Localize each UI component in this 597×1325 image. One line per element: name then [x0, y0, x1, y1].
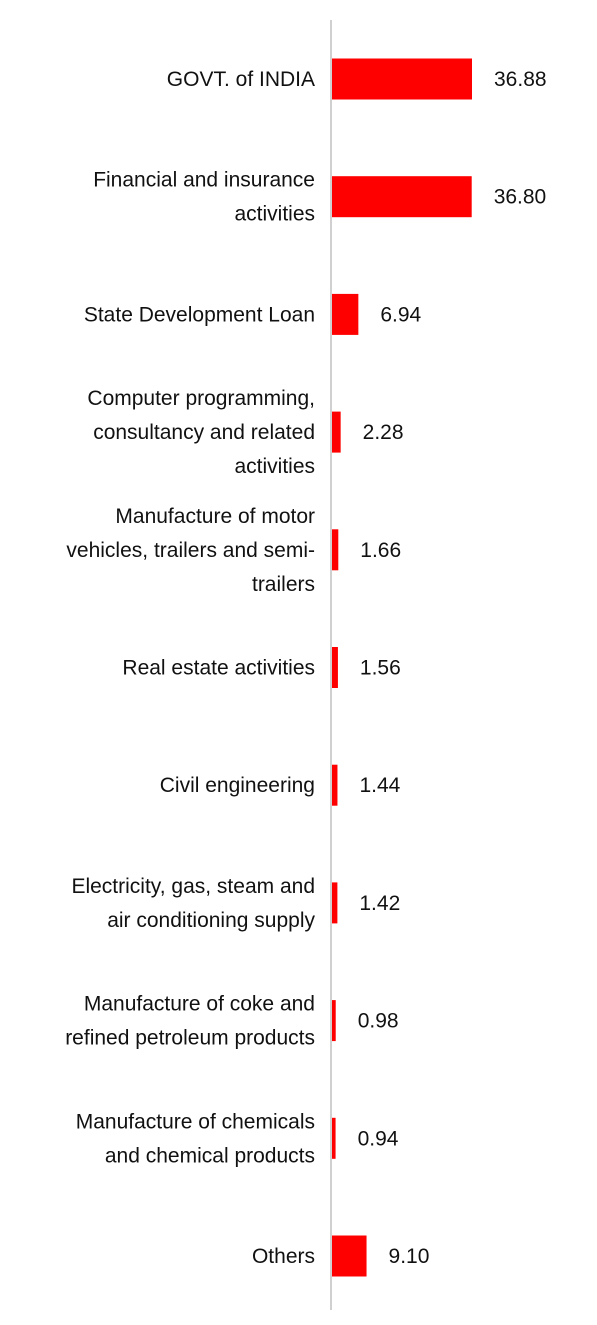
category-tick-label-line: GOVT. of INDIA	[167, 68, 315, 91]
category-tick-label: State Development Loan	[84, 303, 315, 326]
category-tick-label: Manufacture of motor vehicles, trailers a…	[66, 505, 315, 596]
data-label: 36.80	[494, 186, 547, 209]
category-tick-label-line: State Development Loan	[84, 303, 315, 326]
bar	[332, 882, 338, 924]
category-tick-label-line: Manufacture of chemicals	[76, 1110, 315, 1133]
category-tick-label-line: activities	[234, 455, 315, 478]
category-tick-label: Real estate activities	[122, 657, 315, 680]
bar	[332, 1117, 336, 1159]
data-label: 1.56	[360, 657, 401, 680]
category-tick-label-line: Electricity, gas, steam and	[71, 875, 315, 898]
bar	[332, 764, 338, 806]
category-labels-group: GOVT. of INDIA Financial and insurance act…	[65, 68, 315, 1268]
category-tick-label-line: vehicles, trailers and semi-	[66, 539, 315, 562]
category-tick-label: GOVT. of INDIA	[167, 68, 315, 91]
category-tick-label-line: activities	[234, 203, 315, 226]
bar	[332, 176, 472, 218]
data-label: 0.94	[358, 1127, 399, 1150]
data-label: 1.66	[360, 539, 401, 562]
category-tick-label: Computer programming, consultancy and rel…	[87, 387, 315, 478]
category-tick-label-line: Civil engineering	[160, 774, 315, 797]
category-tick-label: Manufacture of chemicals and chemical pro…	[76, 1110, 315, 1167]
data-label: 0.98	[358, 1010, 399, 1033]
category-tick-label-line: Manufacture of motor	[115, 505, 315, 528]
category-tick-label: Manufacture of coke and refined petroleum…	[65, 993, 315, 1050]
category-tick-label: Others	[252, 1245, 315, 1268]
category-tick-label-line: trailers	[252, 573, 315, 596]
data-label: 36.88	[494, 68, 547, 91]
category-tick-label-line: Manufacture of coke and	[84, 993, 315, 1016]
bar	[332, 58, 472, 100]
category-tick-label-line: Computer programming,	[87, 387, 315, 410]
bar	[332, 529, 339, 571]
data-label: 1.42	[359, 892, 400, 915]
value-labels-group: 36.88 36.80 6.94 2.28 1.66 1.56 1.44 1.42 0.98 0.…	[358, 68, 547, 1268]
category-tick-label: Civil engineering	[160, 774, 315, 797]
bar	[332, 1000, 336, 1042]
bar	[332, 411, 341, 453]
category-tick-label-line: air conditioning supply	[107, 909, 315, 932]
data-label: 9.10	[389, 1245, 430, 1268]
bar	[332, 1235, 367, 1277]
bars-group	[332, 58, 472, 1277]
category-tick-label: Electricity, gas, steam and air condition…	[71, 875, 315, 932]
category-tick-label-line: Others	[252, 1245, 315, 1268]
category-tick-label: Financial and insurance activities	[93, 169, 315, 226]
bar	[332, 293, 359, 335]
category-tick-label-line: refined petroleum products	[65, 1027, 315, 1050]
data-label: 2.28	[363, 421, 404, 444]
bar	[332, 647, 338, 688]
category-tick-label-line: Real estate activities	[122, 657, 315, 680]
category-tick-label-line: consultancy and related	[93, 421, 315, 444]
data-label: 6.94	[380, 303, 421, 326]
category-tick-label-line: Financial and insurance	[93, 169, 315, 192]
category-tick-label-line: and chemical products	[105, 1144, 315, 1167]
data-label: 1.44	[359, 774, 400, 797]
